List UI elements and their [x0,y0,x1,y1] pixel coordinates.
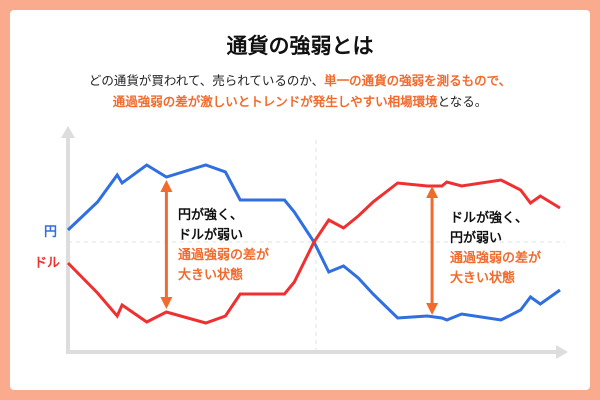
annotation-left: 円が強く、 ドルが弱い 通過強弱の差が 大きい状態 [178,206,269,286]
page-title: 通貨の強弱とは [226,34,374,58]
description: どの通貨が買われて、売られているのか、単一の通貨の強弱を測るもので、 通過強弱の… [0,70,600,112]
annotation-text: 円が弱い [450,231,503,246]
desc-text: となる。 [437,94,488,109]
y-axis-arrow-icon [61,126,75,138]
yen-line [66,163,561,322]
annotation-text: 通過強弱の差が [178,248,270,263]
x-axis-arrow-icon [556,345,568,359]
annotation-text: ドルが強く、 [450,211,529,226]
infographic-card [10,10,590,390]
usd-line [66,178,561,325]
annotation-text: 大きい状態 [178,268,244,283]
annotation-text: 通過強弱の差が [450,251,542,266]
annotation-text: ドルが弱い [178,228,244,243]
annotation-text: 大きい状態 [450,271,516,286]
annotation-right: ドルが強く、 円が弱い 通過強弱の差が 大きい状態 [450,209,541,289]
desc-highlight: 通過強弱の差が激しいとトレンドが発生しやすい相場環境 [112,94,438,109]
usd-label: ドル [34,256,61,271]
desc-highlight: 単一の通貨の強弱を測るもので、 [324,73,512,88]
yen-label: 円 [44,225,58,240]
annotation-text: 円が強く、 [178,208,244,223]
desc-text: どの通貨が買われて、売られているのか、 [88,73,325,88]
